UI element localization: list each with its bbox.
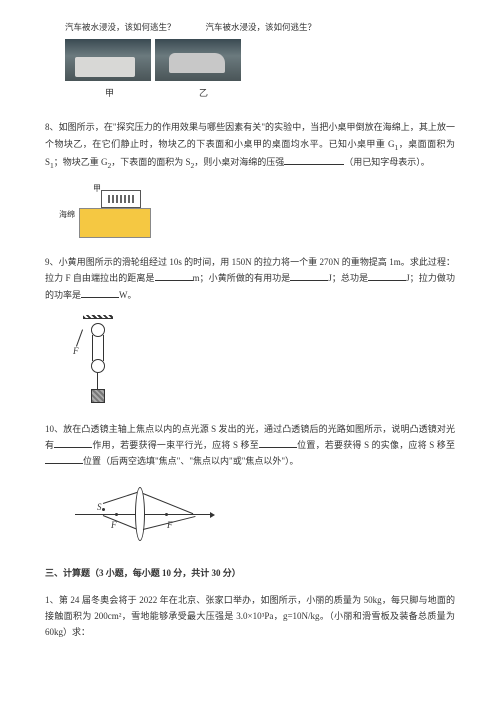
fig9-rope-icon [97, 373, 98, 389]
q10-text-c: 位置，若要获得 S 的实像，应将 S 移至 [297, 440, 455, 450]
figure-8: 甲 海绵 [65, 184, 155, 238]
fig10-label-f1: F [111, 517, 117, 533]
photo-label-2: 乙 [199, 85, 208, 101]
fig10-point-f2-icon [165, 513, 168, 516]
section-3-title: 三、计算题（3 小题，每小题 10 分，共计 30 分） [45, 565, 455, 581]
q8-text-c: ；物块乙重 G [54, 157, 108, 167]
photo-caption-1: 汽车被水浸没，该如何逃生？ [65, 20, 176, 35]
fig10-lens-icon [135, 487, 145, 541]
q10-text-b: 作用，若要获得一束平行光，应将 S 移至 [92, 440, 259, 450]
fig10-ray-icon [103, 492, 138, 504]
fig9-pulley-bottom-icon [91, 359, 105, 373]
fig10-label-s: S [97, 499, 102, 515]
q10-blank-2 [259, 438, 297, 448]
fig9-rope-icon [92, 335, 93, 361]
q10-text-d: 位置（后两空选填"焦点"、"焦点以内"或"焦点以外"）。 [83, 456, 299, 466]
fig8-label-jia: 甲 [93, 182, 101, 196]
question-10: 10、放在凸透镜主轴上焦点以内的点光源 S 发出的光，通过凸透镜后的光路如图所示… [45, 421, 455, 470]
photo-label-row: 甲 乙 [65, 85, 455, 101]
q10-blank-3 [45, 454, 83, 464]
fig10-point-s-icon [102, 508, 105, 511]
fig10-label-f2: F [167, 517, 173, 533]
q8-text-a: 8、如图所示，在"探究压力的作用效果与哪些因素有关"的实验中，当把小桌甲倒放在海… [45, 122, 455, 148]
question-8: 8、如图所示，在"探究压力的作用效果与哪些因素有关"的实验中，当把小桌甲倒放在海… [45, 119, 455, 172]
photo-label-1: 甲 [105, 85, 114, 101]
calc-question-1: 1、第 24 届冬奥会将于 2022 年在北京、张家口举办，如图所示，小丽的质量… [45, 592, 455, 641]
q10-blank-1 [54, 438, 92, 448]
q8-text-f: （用已知字母表示）。 [344, 157, 430, 167]
q8-text-e: ，则小桌对海绵的压强 [194, 157, 284, 167]
q9-text-e: W。 [119, 290, 137, 300]
q9-blank-2 [290, 271, 328, 281]
q9-blank-4 [81, 288, 119, 298]
photo-caption-row: 汽车被水浸没，该如何逃生？ 汽车被水浸没，该如何逃生？ [65, 20, 455, 35]
fig8-desk-icon [101, 190, 141, 208]
fig8-label-haimian: 海绵 [59, 208, 75, 222]
fig10-point-f1-icon [115, 513, 118, 516]
fig9-rope-icon [103, 335, 104, 361]
fig8-sponge-icon [79, 208, 151, 238]
fig9-force-label: F [73, 343, 79, 359]
q9-text-b: m；小黄所做的有用功是 [193, 273, 291, 283]
c1-text: 1、第 24 届冬奥会将于 2022 年在北京、张家口举办，如图所示，小丽的质量… [45, 595, 455, 637]
fig10-ray-icon [143, 493, 193, 514]
q9-blank-3 [368, 271, 406, 281]
q8-blank [284, 155, 344, 165]
q9-text-c: J；总功是 [328, 273, 368, 283]
q9-blank-1 [155, 271, 193, 281]
photo-2 [155, 39, 241, 81]
q8-text-d: ，下表面的面积为 S [111, 157, 190, 167]
fig9-weight-icon [91, 389, 105, 403]
fig9-ceiling-icon [83, 315, 113, 319]
fig10-ray-icon [103, 515, 137, 529]
figure-9: F [75, 315, 125, 405]
question-9: 9、小黄用图所示的滑轮组经过 10s 的时间，用 150N 的拉力将一个重 27… [45, 254, 455, 303]
photo-1 [65, 39, 151, 81]
photo-caption-2: 汽车被水浸没，该如何逃生？ [206, 20, 317, 35]
figure-10: S F F [75, 481, 215, 549]
photo-row [65, 39, 455, 81]
